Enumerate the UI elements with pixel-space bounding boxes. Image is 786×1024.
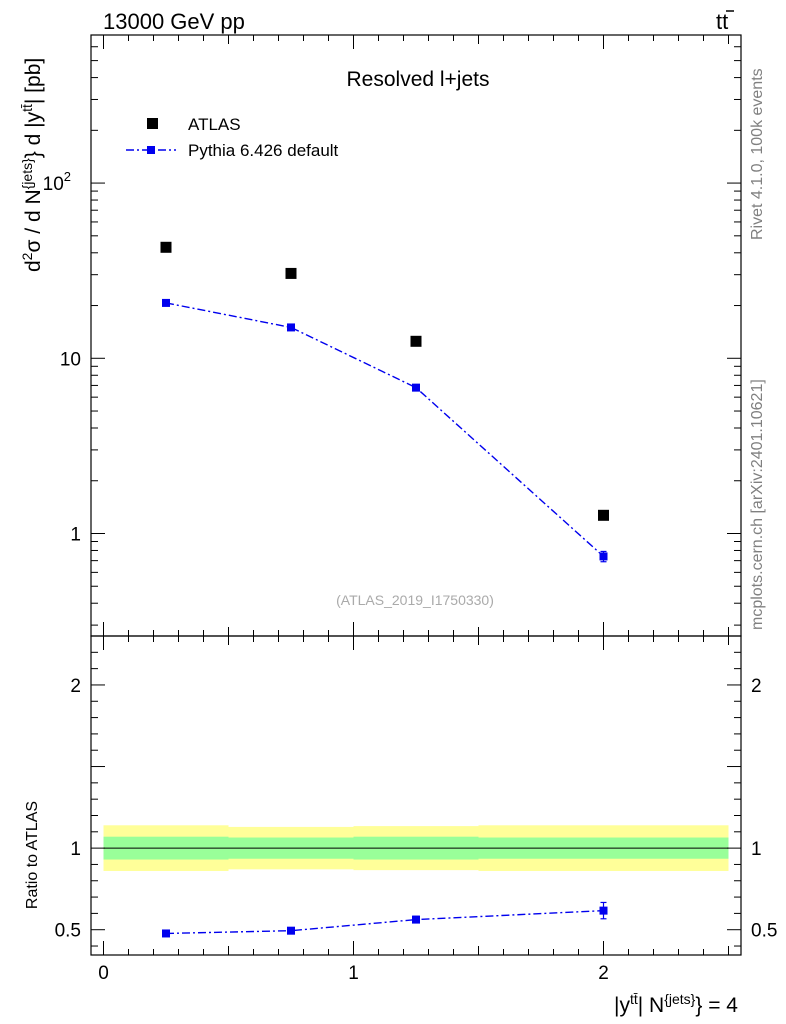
- ratio-plot-frame: [90, 635, 742, 956]
- rivet-version-label: Rivet 4.1.0, 100k events: [749, 68, 766, 240]
- mcplots-label: mcplots.cern.ch [arXiv:2401.10621]: [749, 379, 766, 630]
- pythia-point-0: [162, 298, 170, 307]
- pythia-ratio-point-1: [287, 926, 295, 935]
- x-axis-title: |ytt̄| N{jets}} = 4: [614, 991, 738, 1017]
- legend-label-atlas: ATLAS: [188, 115, 241, 134]
- legend-marker-pythia: [147, 146, 155, 154]
- ratio-tick-label-right-1: 1: [751, 839, 762, 860]
- ratio-tick-label-right-0: 0.5: [751, 921, 777, 942]
- chart-title: Resolved l+jets: [347, 68, 490, 91]
- atlas-point-0: [160, 241, 172, 253]
- pythia-ratio-line: [165, 909, 604, 935]
- y-tick-label-0: 1: [70, 524, 81, 545]
- pythia-ratio-point-0: [162, 929, 170, 938]
- pythia-series-line: [165, 302, 604, 557]
- x-tick-label-1: 1: [348, 963, 359, 984]
- ratio-y-axis-title: Ratio to ATLAS: [24, 801, 41, 909]
- atlas-point-3: [598, 509, 609, 521]
- svg-text:tt: tt: [716, 9, 728, 34]
- y-tick-label-1: 10: [60, 349, 81, 370]
- atlas-point-2: [410, 335, 422, 347]
- ratio-tick-label-right-2: 2: [751, 676, 762, 697]
- legend: ATLAS Pythia 6.426 default: [126, 115, 339, 160]
- pythia-point-1: [287, 323, 295, 332]
- ratio-tick-label-left-0: 0.5: [55, 921, 81, 942]
- y-tick-label-2: 102: [43, 169, 71, 195]
- pythia-ratio-point-2: [412, 915, 420, 924]
- pythia-ratio-point-3: [599, 906, 608, 915]
- pythia-point-3: [599, 552, 608, 561]
- x-tick-label-0: 0: [98, 963, 109, 984]
- header-collision-label: 13000 GeV pp: [103, 9, 245, 34]
- main-y-axis-title: d2σ / d N{jets}} d |ytt̄| [pb]: [19, 58, 45, 272]
- legend-marker-atlas: [147, 118, 158, 129]
- ratio-tick-label-left-1: 1: [70, 839, 81, 860]
- ratio-tick-label-left-2: 2: [70, 676, 81, 697]
- legend-label-pythia: Pythia 6.426 default: [188, 141, 339, 160]
- analysis-id-label: (ATLAS_2019_I1750330): [336, 592, 494, 608]
- x-tick-label-2: 2: [598, 963, 609, 984]
- pythia-point-2: [412, 383, 420, 392]
- atlas-point-1: [285, 267, 297, 279]
- header-process-label: tt: [716, 9, 734, 34]
